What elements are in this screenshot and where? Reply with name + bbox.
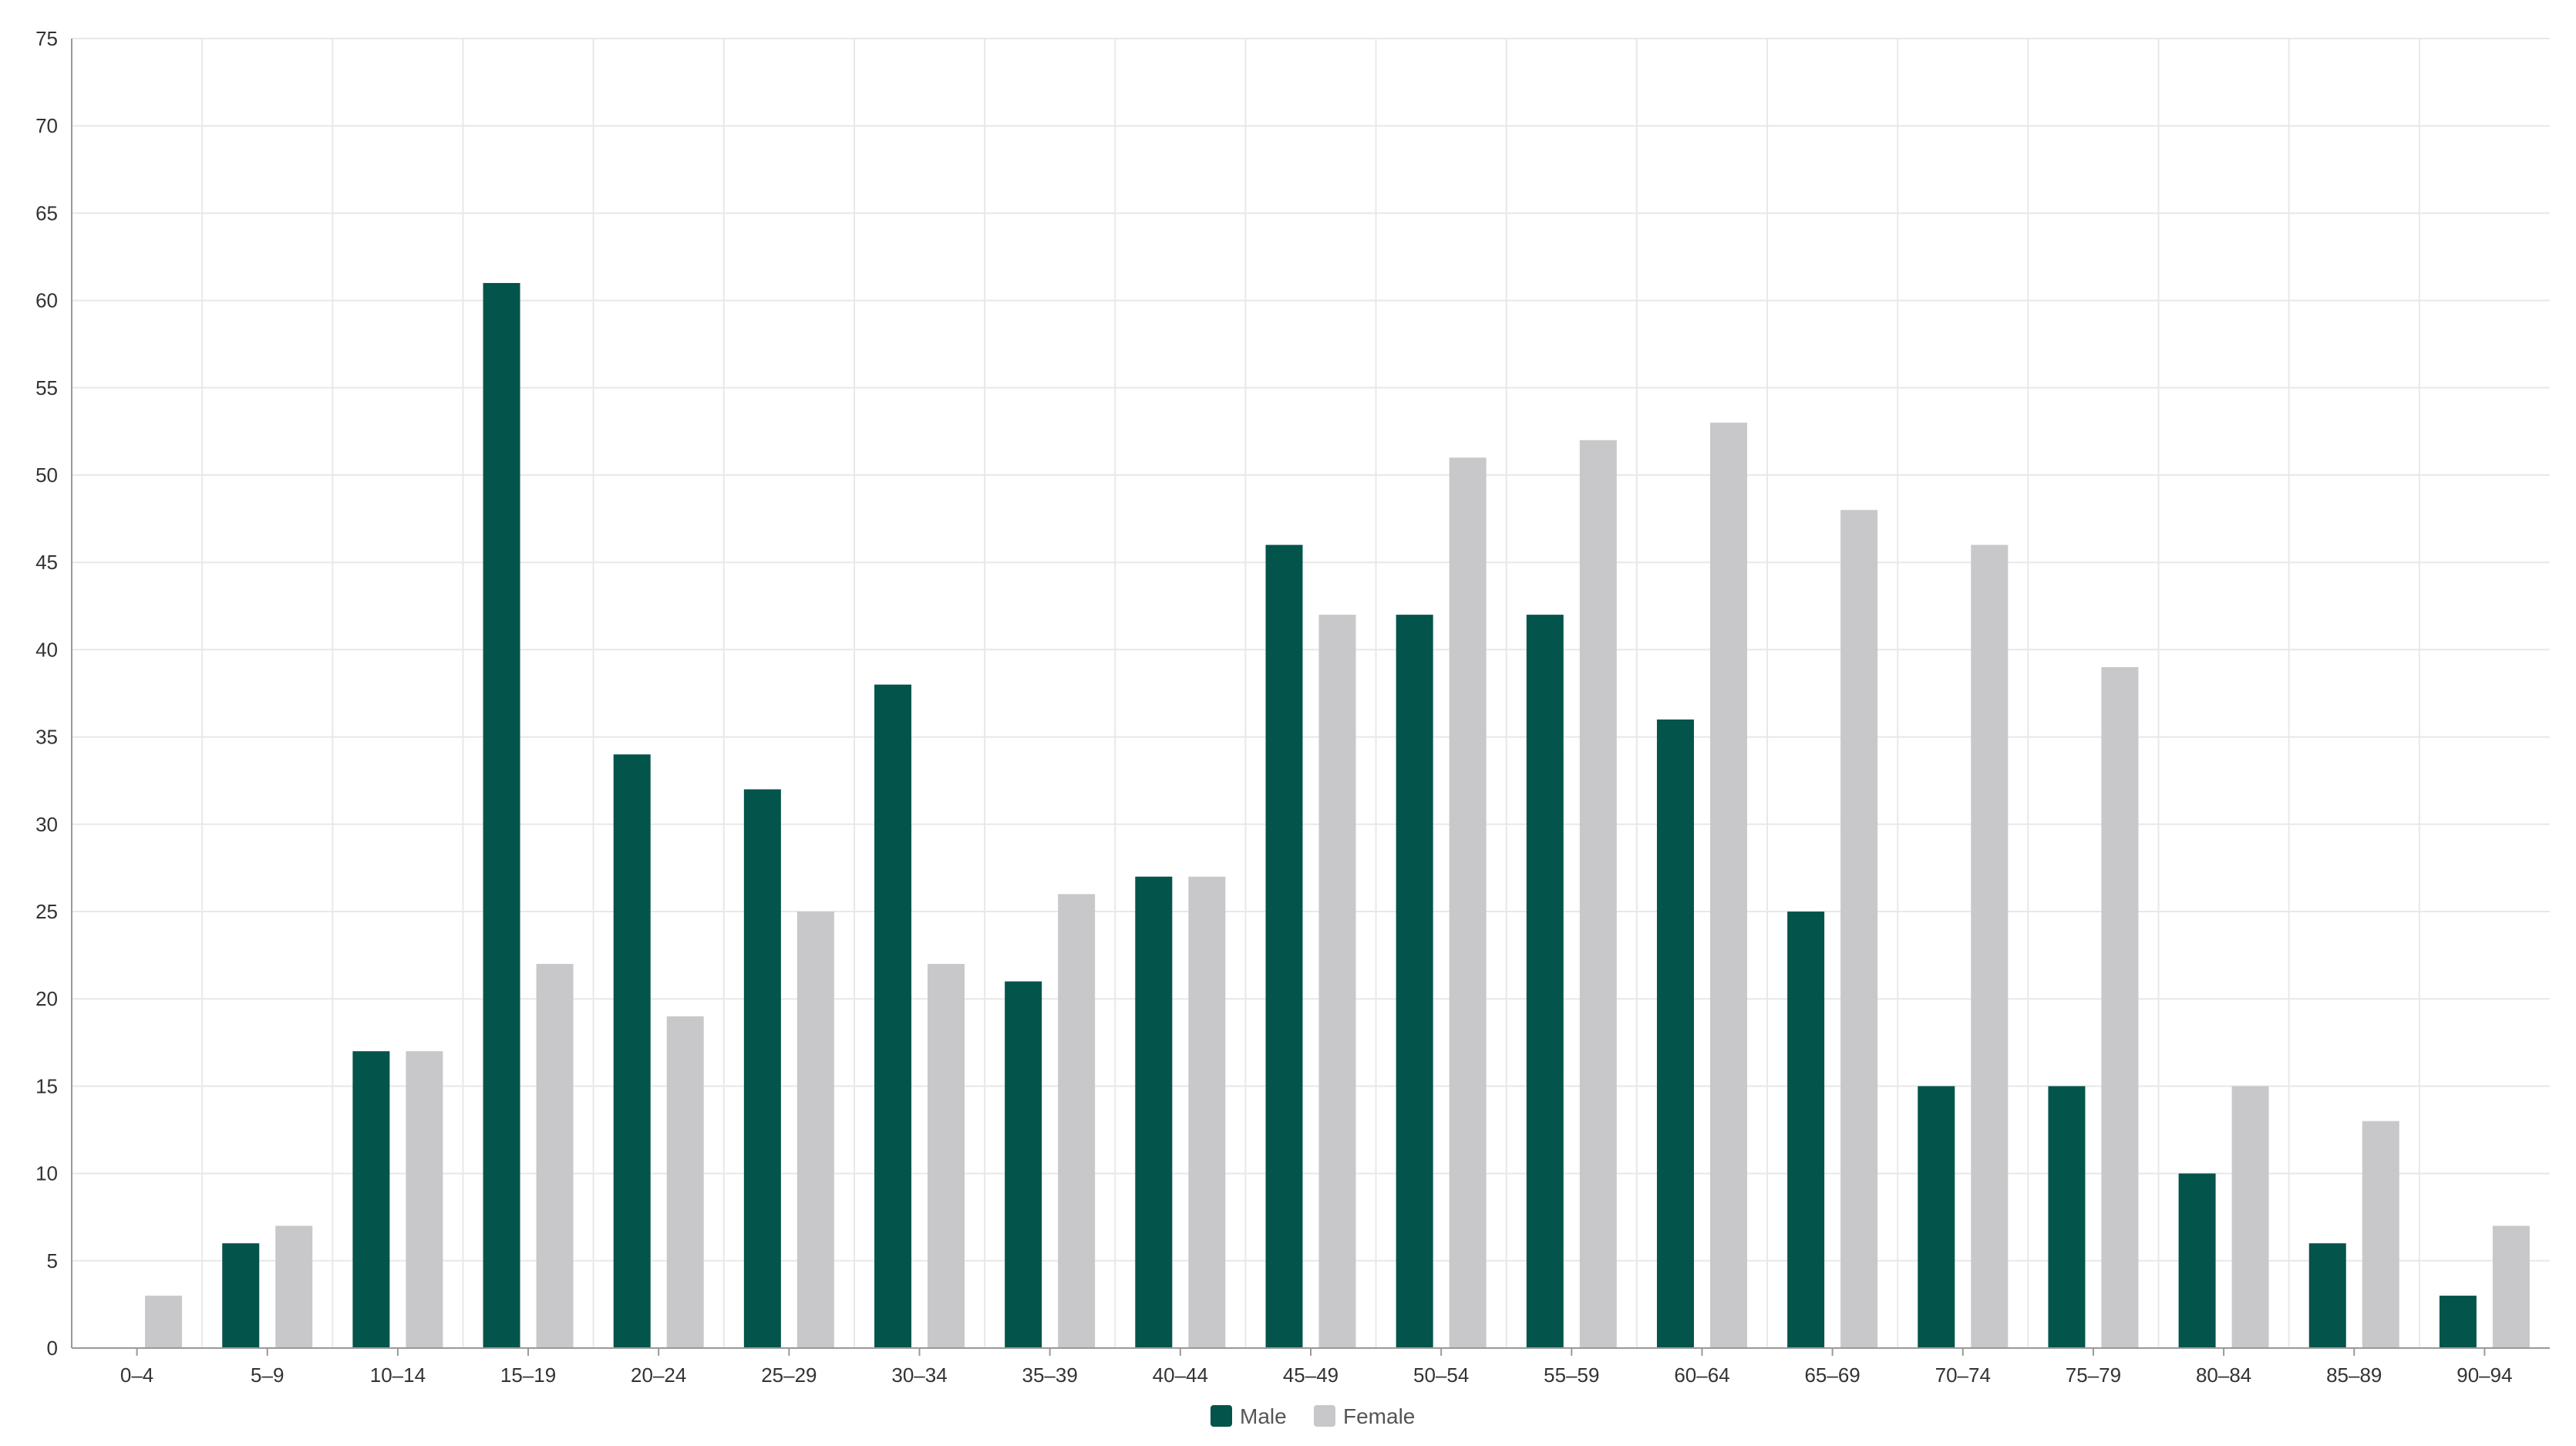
y-tick-label: 20 xyxy=(35,987,58,1010)
bar-female-2 xyxy=(406,1051,443,1348)
legend-label: Male xyxy=(1240,1404,1287,1428)
y-tick-label: 55 xyxy=(35,376,58,399)
x-tick-label: 0–4 xyxy=(120,1363,153,1387)
legend: Male Female xyxy=(1211,1404,1415,1428)
bar-female-8 xyxy=(1188,876,1226,1348)
bar-male-4 xyxy=(613,754,651,1348)
y-tick-label: 0 xyxy=(47,1336,58,1360)
bar-male-3 xyxy=(483,282,520,1349)
legend-item-male[interactable]: Male xyxy=(1211,1404,1287,1428)
x-tick-label: 65–69 xyxy=(1804,1363,1860,1387)
x-tick-label: 90–94 xyxy=(2456,1363,2512,1387)
y-tick-label: 65 xyxy=(35,201,58,224)
bar-male-10 xyxy=(1396,615,1433,1348)
bar-male-7 xyxy=(1005,981,1042,1348)
bar-female-10 xyxy=(1449,457,1487,1348)
x-axis-ticks: 0–4 5–9 10–14 15–19 20–24 25–29 30–34 35–39 40–4… xyxy=(120,1348,2513,1387)
bar-male-8 xyxy=(1135,876,1173,1348)
x-tick-label: 85–89 xyxy=(2326,1363,2382,1387)
x-tick-label: 35–39 xyxy=(1022,1363,1078,1387)
bar-male-15 xyxy=(2048,1086,2086,1348)
x-tick-label: 5–9 xyxy=(251,1363,284,1387)
bar-female-1 xyxy=(275,1225,313,1348)
y-tick-label: 5 xyxy=(47,1249,58,1272)
bar-male-14 xyxy=(1918,1086,1955,1348)
bar-male-9 xyxy=(1265,544,1303,1348)
x-tick-label: 30–34 xyxy=(891,1363,947,1387)
y-tick-label: 10 xyxy=(35,1162,58,1185)
x-tick-label: 20–24 xyxy=(631,1363,686,1387)
gridlines xyxy=(72,38,2550,1348)
bar-male-1 xyxy=(222,1243,260,1348)
x-tick-label: 40–44 xyxy=(1153,1363,1208,1387)
y-tick-label: 35 xyxy=(35,726,58,749)
y-tick-label: 45 xyxy=(35,551,58,574)
bar-female-0 xyxy=(145,1296,183,1348)
bar-female-9 xyxy=(1318,615,1356,1348)
bar-female-14 xyxy=(1971,544,2009,1348)
bar-female-16 xyxy=(2231,1086,2269,1348)
x-tick-label: 50–54 xyxy=(1413,1363,1469,1387)
bar-male-11 xyxy=(1526,615,1564,1348)
y-tick-label: 70 xyxy=(35,114,58,137)
bar-female-6 xyxy=(928,963,965,1348)
bar-male-2 xyxy=(352,1051,390,1348)
bar-female-3 xyxy=(536,963,574,1348)
x-tick-label: 45–49 xyxy=(1283,1363,1339,1387)
bar-female-11 xyxy=(1579,440,1617,1348)
bar-male-6 xyxy=(874,684,912,1348)
bar-female-4 xyxy=(666,1016,704,1348)
bar-female-15 xyxy=(2101,667,2139,1348)
bar-female-5 xyxy=(796,912,834,1348)
x-tick-label: 70–74 xyxy=(1935,1363,1991,1387)
bar-female-13 xyxy=(1840,510,1878,1348)
bar-female-18 xyxy=(2492,1225,2530,1348)
x-tick-label: 60–64 xyxy=(1674,1363,1729,1387)
x-tick-label: 15–19 xyxy=(500,1363,556,1387)
y-tick-label: 25 xyxy=(35,900,58,923)
bar-male-13 xyxy=(1787,912,1825,1348)
y-tick-label: 75 xyxy=(35,27,58,50)
bar-male-17 xyxy=(2308,1243,2346,1348)
bars xyxy=(145,282,2530,1349)
y-axis-ticks: 0 5 10 15 20 25 30 35 40 45 50 55 60 65 70 75 xyxy=(35,27,58,1360)
bar-female-12 xyxy=(1709,423,1747,1348)
y-tick-label: 30 xyxy=(35,813,58,836)
bar-female-17 xyxy=(2362,1121,2399,1348)
bar-male-16 xyxy=(2178,1173,2216,1348)
x-tick-label: 10–14 xyxy=(370,1363,426,1387)
x-tick-label: 80–84 xyxy=(2196,1363,2251,1387)
bar-female-7 xyxy=(1058,894,1096,1348)
y-tick-label: 50 xyxy=(35,463,58,487)
bar-male-12 xyxy=(1656,719,1694,1348)
y-tick-label: 40 xyxy=(35,638,58,661)
bar-male-5 xyxy=(743,789,781,1348)
legend-swatch xyxy=(1211,1405,1232,1427)
y-tick-label: 15 xyxy=(35,1074,58,1097)
bar-male-18 xyxy=(2439,1296,2477,1348)
legend-label: Female xyxy=(1343,1404,1415,1428)
x-tick-label: 25–29 xyxy=(761,1363,817,1387)
y-tick-label: 60 xyxy=(35,289,58,312)
legend-item-female[interactable]: Female xyxy=(1314,1404,1415,1428)
x-tick-label: 55–59 xyxy=(1544,1363,1599,1387)
x-tick-label: 75–79 xyxy=(2066,1363,2121,1387)
legend-swatch xyxy=(1314,1405,1335,1427)
axes xyxy=(71,39,2550,1349)
